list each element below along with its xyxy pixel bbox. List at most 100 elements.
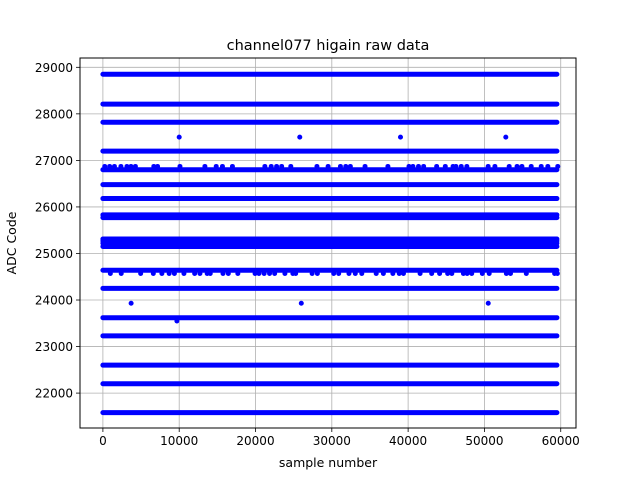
data-point	[293, 270, 299, 276]
data-point	[442, 163, 448, 169]
data-point	[219, 163, 225, 169]
data-point	[132, 163, 138, 169]
data-point	[400, 270, 406, 276]
data-point	[492, 163, 498, 169]
data-point	[118, 163, 124, 169]
data-point	[337, 163, 343, 169]
y-tick-label: 26000	[35, 200, 73, 214]
data-point	[150, 270, 156, 276]
y-tick-label: 22000	[35, 387, 73, 401]
data-point	[235, 270, 241, 276]
data-point	[373, 270, 379, 276]
data-point	[458, 163, 464, 169]
y-tick-label: 24000	[35, 294, 73, 308]
data-point	[486, 270, 492, 276]
data-point	[434, 163, 440, 169]
data-point	[314, 270, 320, 276]
data-point	[336, 270, 342, 276]
data-point	[479, 270, 485, 276]
data-point	[159, 270, 165, 276]
data-point	[174, 318, 180, 324]
x-tick-label: 50000	[465, 434, 503, 448]
data-point	[272, 270, 278, 276]
data-point	[508, 270, 514, 276]
data-point	[503, 270, 509, 276]
data-point	[406, 163, 412, 169]
x-tick-label: 40000	[389, 434, 427, 448]
data-point	[410, 163, 416, 169]
data-point	[331, 270, 337, 276]
data-points	[100, 71, 561, 416]
data-point	[298, 300, 304, 306]
data-point	[416, 163, 422, 169]
data-point	[362, 163, 368, 169]
data-point	[343, 163, 349, 169]
x-tick-label: 20000	[236, 434, 274, 448]
data-point	[485, 163, 491, 169]
data-point	[252, 270, 258, 276]
data-point	[421, 163, 427, 169]
data-point	[555, 163, 561, 169]
data-point	[279, 163, 285, 169]
data-point	[528, 163, 534, 169]
data-point	[256, 270, 262, 276]
data-point	[397, 134, 403, 140]
x-tick-label: 0	[99, 434, 107, 448]
data-point	[417, 270, 423, 276]
data-point	[347, 163, 353, 169]
data-point	[118, 270, 124, 276]
chart-title: channel077 higain raw data	[227, 38, 430, 54]
data-point	[514, 163, 520, 169]
data-point	[538, 163, 544, 169]
data-point	[390, 270, 396, 276]
data-point	[380, 270, 386, 276]
data-point	[207, 270, 213, 276]
data-point	[385, 163, 391, 169]
data-point	[192, 270, 198, 276]
data-point	[171, 270, 177, 276]
y-tick-label: 27000	[35, 154, 73, 168]
data-point	[297, 134, 303, 140]
y-axis-label: ADC Code	[4, 211, 19, 274]
x-tick-label: 60000	[542, 434, 580, 448]
data-point	[229, 163, 235, 169]
data-point	[506, 163, 512, 169]
data-point	[111, 163, 117, 169]
data-point	[464, 163, 470, 169]
data-point	[437, 270, 443, 276]
data-point	[485, 300, 491, 306]
data-point	[107, 270, 113, 276]
data-point	[261, 270, 267, 276]
x-axis-label: sample number	[279, 455, 378, 470]
axis-ticks: 0 10000 20000 30000 40000 50000 60000 22000 2300…	[35, 61, 580, 448]
data-point	[346, 270, 352, 276]
data-point	[177, 163, 183, 169]
y-tick-label: 29000	[35, 61, 73, 75]
y-tick-label: 25000	[35, 247, 73, 261]
data-point	[225, 270, 231, 276]
y-tick-label: 23000	[35, 340, 73, 354]
plot-frame	[79, 57, 577, 429]
data-point	[268, 163, 274, 169]
data-point	[267, 270, 273, 276]
data-point	[554, 270, 560, 276]
data-point	[155, 163, 161, 169]
data-point	[445, 270, 451, 276]
y-tick-label: 28000	[35, 107, 73, 121]
data-point	[449, 270, 455, 276]
data-point	[519, 163, 525, 169]
data-point	[460, 270, 466, 276]
data-point	[166, 270, 172, 276]
data-point	[325, 163, 331, 169]
data-point	[138, 270, 144, 276]
data-point	[282, 270, 288, 276]
data-point	[128, 300, 134, 306]
data-point	[545, 163, 551, 169]
data-point	[309, 270, 315, 276]
data-point	[523, 270, 529, 276]
data-point	[352, 270, 358, 276]
data-point	[453, 163, 459, 169]
data-point	[503, 134, 509, 140]
